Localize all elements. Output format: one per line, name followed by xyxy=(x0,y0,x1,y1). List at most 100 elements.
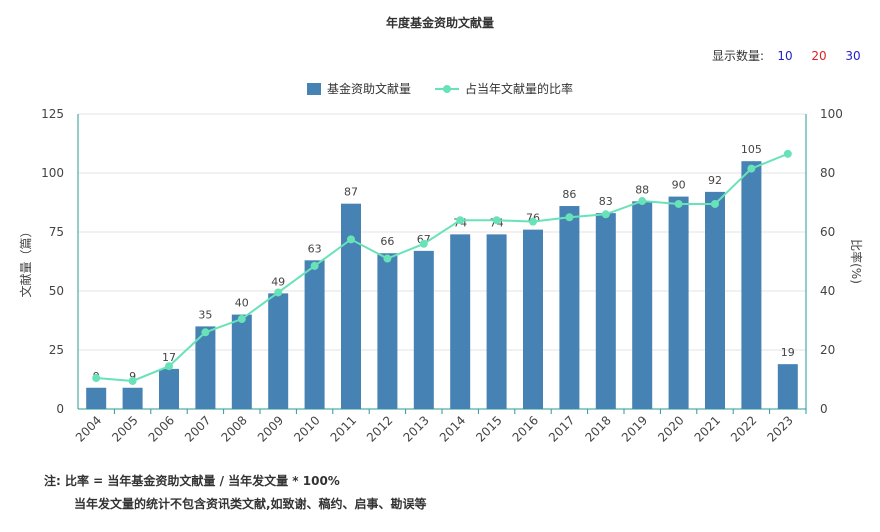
x-tick-label: 2019 xyxy=(619,413,650,444)
bar-data-label: 49 xyxy=(271,275,285,288)
y-tick-label: 25 xyxy=(49,343,64,357)
x-tick-label: 2006 xyxy=(146,413,177,444)
y-axis-title: 文献量（篇） xyxy=(18,225,33,297)
bar-data-label: 87 xyxy=(344,186,358,199)
ratio-point xyxy=(92,374,101,383)
bar-data-label: 105 xyxy=(741,143,762,156)
ratio-line xyxy=(96,152,789,382)
y-tick-label: 50 xyxy=(49,284,64,298)
note-ratio-formula: 注: 比率 = 当年基金资助文献量 / 当年发文量 * 100% xyxy=(44,474,340,488)
x-tick-label: 2018 xyxy=(582,413,613,444)
bar xyxy=(159,368,179,409)
ratio-point xyxy=(565,213,574,222)
x-tick-label: 2023 xyxy=(764,413,795,444)
note-count-exclusion: 当年发文量的统计不包含资讯类文献,如致谢、稿约、启事、勘误等 xyxy=(74,497,427,511)
ratio-point xyxy=(674,199,683,208)
ratio-point xyxy=(492,216,501,225)
display-count-label: 显示数量: xyxy=(711,49,764,63)
bar xyxy=(668,196,689,409)
ratio-point xyxy=(201,328,210,337)
x-tick-label: 2011 xyxy=(328,413,359,444)
y-right-tick-label: 40 xyxy=(820,284,835,298)
legend-bar-label: 基金资助文献量 xyxy=(326,82,411,96)
legend-line-label: 占当年文献量的比率 xyxy=(465,82,574,96)
bar-data-label: 9 xyxy=(129,370,136,383)
x-tick-label: 2020 xyxy=(655,413,686,444)
x-tick-label: 2015 xyxy=(473,413,504,444)
legend-line-swatch xyxy=(435,83,459,95)
y-right-tick-label: 0 xyxy=(820,402,828,416)
x-tick-label: 2012 xyxy=(364,413,395,444)
bar xyxy=(341,203,361,409)
bar-data-label: 92 xyxy=(708,174,722,187)
bar-data-label: 88 xyxy=(635,183,649,196)
ratio-point xyxy=(347,235,355,244)
ratio-point xyxy=(237,315,246,324)
bar xyxy=(122,387,143,409)
ratio-point xyxy=(128,376,137,385)
bar xyxy=(559,206,580,409)
bar xyxy=(195,326,216,409)
bar-data-label: 17 xyxy=(162,351,176,364)
display-count-option-10[interactable]: 10 xyxy=(777,48,793,63)
ratio-point xyxy=(310,261,319,270)
y-tick-label: 100 xyxy=(41,166,64,180)
bar-data-label: 40 xyxy=(235,297,249,310)
x-tick-label: 2017 xyxy=(546,413,577,444)
y-tick-label: 75 xyxy=(49,225,64,239)
bar xyxy=(595,213,616,409)
ratio-point xyxy=(711,199,719,208)
x-tick-label: 2004 xyxy=(73,413,104,444)
ratio-point xyxy=(529,217,537,226)
bar xyxy=(413,250,434,409)
x-tick-label: 2009 xyxy=(255,413,286,444)
x-tick-label: 2013 xyxy=(400,413,431,444)
y-right-tick-label: 80 xyxy=(820,166,835,180)
bar xyxy=(741,161,762,409)
bar-data-label: 66 xyxy=(380,235,394,248)
bar xyxy=(377,253,398,409)
bar-data-label: 19 xyxy=(781,346,795,359)
legend-item-bar-series[interactable]: 基金资助文献量 xyxy=(306,80,411,97)
chart-title: 年度基金资助文献量 xyxy=(385,16,494,30)
x-tick-label: 2022 xyxy=(728,413,759,444)
x-tick-label: 2010 xyxy=(291,413,322,444)
display-count-selector: 显示数量: 10 20 30 xyxy=(712,47,870,64)
bar xyxy=(231,314,252,409)
ratio-point xyxy=(165,362,173,371)
legend-bar-swatch xyxy=(306,82,321,95)
bar-data-label: 63 xyxy=(308,242,322,255)
x-tick-label: 2008 xyxy=(218,413,249,444)
ratio-point xyxy=(456,216,465,225)
y-right-tick-label: 20 xyxy=(820,343,835,357)
ratio-point xyxy=(601,210,610,219)
ratio-point xyxy=(274,288,283,297)
y-tick-label: 125 xyxy=(41,107,64,121)
bar xyxy=(523,229,543,409)
x-tick-label: 2007 xyxy=(182,413,213,444)
bar-data-label: 86 xyxy=(562,188,576,201)
ratio-point xyxy=(638,197,647,206)
y-right-tick-label: 100 xyxy=(820,107,843,121)
bar xyxy=(705,191,725,409)
y-tick-label: 0 xyxy=(56,402,64,416)
y-right-axis-title: 比率(%) xyxy=(849,239,864,284)
bar-data-label: 90 xyxy=(672,179,686,192)
chart-legend: 基金资助文献量 占当年文献量的比率 xyxy=(0,80,880,97)
x-tick-label: 2016 xyxy=(510,413,541,444)
bar-data-label: 35 xyxy=(198,308,212,321)
legend-item-line-series[interactable]: 占当年文献量的比率 xyxy=(435,80,573,97)
bar xyxy=(632,201,653,409)
x-tick-label: 2005 xyxy=(109,413,140,444)
ratio-point xyxy=(747,164,756,173)
display-count-option-20[interactable]: 20 xyxy=(811,48,827,63)
bar xyxy=(486,234,507,409)
bar xyxy=(777,364,798,409)
display-count-option-30[interactable]: 30 xyxy=(845,48,861,63)
ratio-point xyxy=(419,239,428,248)
bar xyxy=(304,260,325,409)
x-tick-label: 2021 xyxy=(692,413,723,444)
x-tick-label: 2014 xyxy=(437,413,468,444)
bar xyxy=(268,293,289,409)
